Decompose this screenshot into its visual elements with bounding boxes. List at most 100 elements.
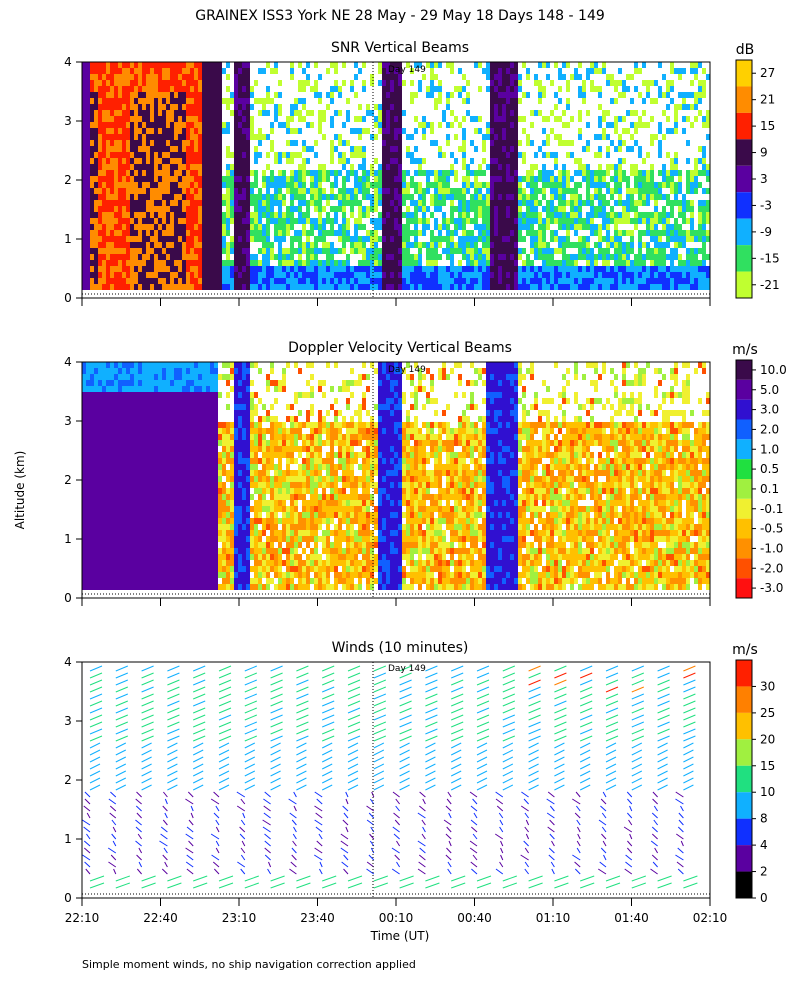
heatmap-cell xyxy=(134,440,138,446)
heatmap-cell xyxy=(534,284,538,290)
heatmap-cell xyxy=(678,92,682,98)
heatmap-cell xyxy=(150,182,154,188)
heatmap-cell xyxy=(94,566,98,572)
heatmap-cell xyxy=(430,68,434,74)
heatmap-cell xyxy=(262,170,266,176)
heatmap-cell xyxy=(526,230,530,236)
heatmap-cell xyxy=(102,122,106,128)
heatmap-cell xyxy=(270,176,274,182)
heatmap-cell xyxy=(626,110,630,116)
heatmap-cell xyxy=(586,182,590,188)
heatmap-cell xyxy=(546,206,550,212)
heatmap-cell xyxy=(394,224,398,230)
heatmap-cell xyxy=(154,218,158,224)
heatmap-cell xyxy=(658,140,662,146)
heatmap-cell xyxy=(410,80,414,86)
heatmap-cell xyxy=(134,104,138,110)
heatmap-cell xyxy=(302,218,306,224)
heatmap-cell xyxy=(698,260,702,266)
heatmap-cell xyxy=(170,224,174,230)
heatmap-cell xyxy=(202,92,206,98)
heatmap-cell xyxy=(146,200,150,206)
heatmap-cell xyxy=(114,584,118,590)
heatmap-cell xyxy=(406,284,410,290)
heatmap-cell xyxy=(550,128,554,134)
heatmap-cell xyxy=(218,110,222,116)
heatmap-cell xyxy=(234,284,238,290)
heatmap-cell xyxy=(102,488,106,494)
heatmap-cell xyxy=(178,74,182,80)
heatmap-cell xyxy=(338,110,342,116)
heatmap-cell xyxy=(622,158,626,164)
heatmap-cell xyxy=(198,236,202,242)
heatmap-cell xyxy=(306,122,310,128)
heatmap-cell xyxy=(346,236,350,242)
heatmap-cell xyxy=(146,146,150,152)
heatmap-cell xyxy=(546,260,550,266)
heatmap-cell xyxy=(702,86,706,92)
heatmap-cell xyxy=(218,158,222,164)
heatmap-cell xyxy=(658,152,662,158)
heatmap-cell xyxy=(246,236,250,242)
heatmap-cell xyxy=(262,200,266,206)
colorbar-label: -21 xyxy=(760,278,780,292)
heatmap-cell xyxy=(454,176,458,182)
heatmap-cell xyxy=(98,362,102,368)
heatmap-cell xyxy=(178,146,182,152)
heatmap-cell xyxy=(510,176,514,182)
heatmap-cell xyxy=(394,260,398,266)
heatmap-cell xyxy=(86,80,90,86)
heatmap-cell xyxy=(142,272,146,278)
heatmap-cell xyxy=(182,248,186,254)
heatmap-cell xyxy=(118,152,122,158)
heatmap-cell xyxy=(410,176,414,182)
heatmap-cell xyxy=(106,230,110,236)
heatmap-cell xyxy=(198,254,202,260)
heatmap-cell xyxy=(354,242,358,248)
heatmap-cell xyxy=(102,224,106,230)
heatmap-cell xyxy=(174,62,178,68)
heatmap-cell xyxy=(642,98,646,104)
heatmap-cell xyxy=(186,80,190,86)
heatmap-cell xyxy=(98,278,102,284)
heatmap-cell xyxy=(666,254,670,260)
heatmap-cell xyxy=(186,104,190,110)
heatmap-cell xyxy=(202,242,206,248)
heatmap-cell xyxy=(158,278,162,284)
heatmap-cell xyxy=(150,200,154,206)
heatmap-cell xyxy=(410,92,414,98)
heatmap-cell xyxy=(642,200,646,206)
heatmap-cell xyxy=(154,254,158,260)
heatmap-cell xyxy=(134,164,138,170)
heatmap-cell xyxy=(238,206,242,212)
heatmap-cell xyxy=(554,158,558,164)
heatmap-cell xyxy=(234,86,238,92)
heatmap-cell xyxy=(458,68,462,74)
heatmap-cell xyxy=(82,476,86,482)
heatmap-cell xyxy=(226,170,230,176)
heatmap-cell xyxy=(494,116,498,122)
heatmap-cell xyxy=(426,272,430,278)
heatmap-cell xyxy=(258,266,262,272)
heatmap-cell xyxy=(90,488,94,494)
heatmap-cell xyxy=(230,92,234,98)
heatmap-cell xyxy=(502,92,506,98)
heatmap-cell xyxy=(390,266,394,272)
heatmap-cell xyxy=(134,218,138,224)
heatmap-cell xyxy=(110,284,114,290)
heatmap-cell xyxy=(270,146,274,152)
heatmap-cell xyxy=(278,182,282,188)
heatmap-cell xyxy=(394,212,398,218)
heatmap-cell xyxy=(170,140,174,146)
heatmap-cell xyxy=(186,170,190,176)
heatmap-cell xyxy=(250,170,254,176)
heatmap-cell xyxy=(662,272,666,278)
heatmap-cell xyxy=(122,566,126,572)
heatmap-cell xyxy=(558,182,562,188)
heatmap-cell xyxy=(530,140,534,146)
heatmap-cell xyxy=(150,128,154,134)
heatmap-cell xyxy=(146,74,150,80)
heatmap-cell xyxy=(174,176,178,182)
heatmap-cell xyxy=(478,188,482,194)
